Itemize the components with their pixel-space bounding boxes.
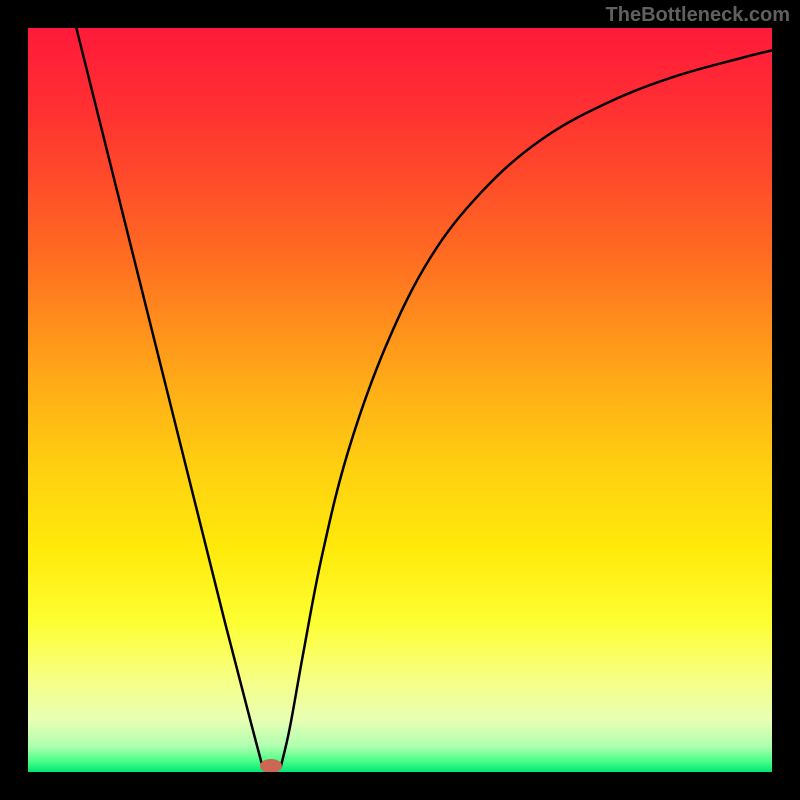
bottleneck-curve xyxy=(28,28,772,772)
chart-container: TheBottleneck.com xyxy=(0,0,800,800)
optimum-marker xyxy=(260,759,282,772)
plot-area xyxy=(28,28,772,772)
watermark-text: TheBottleneck.com xyxy=(606,4,790,27)
